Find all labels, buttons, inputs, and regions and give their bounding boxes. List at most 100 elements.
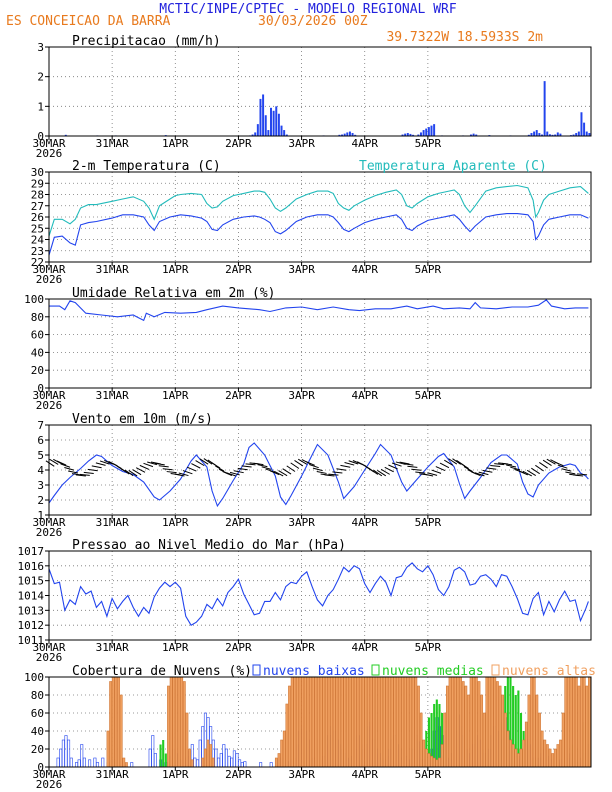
x-tick-label: 2APR [225, 516, 252, 529]
bar-clouds-nuvens-altas [172, 676, 176, 768]
panel-title: Pressao ao Nivel Medio do Mar (hPa) [72, 538, 346, 553]
y-tick-label: 100 [24, 293, 44, 306]
y-tick-label: 1014 [18, 590, 45, 603]
bar-clouds-nuvens-altas [495, 681, 499, 768]
bar-clouds-nuvens-altas [314, 676, 318, 768]
bar-clouds-nuvens-altas [453, 676, 457, 768]
wind-vector [506, 464, 517, 468]
panel-clouds: 0 20 40 60 80 100 30MAR 31MAR 1APR 2APR 3APR 4APR 5A… [24, 664, 592, 791]
bar-clouds-nuvens-altas [543, 739, 547, 768]
bar-clouds-nuvens-baixas [93, 757, 97, 768]
x-year-label: 2026 [36, 399, 63, 412]
bar-clouds-nuvens-baixas [64, 735, 68, 768]
bar-clouds-nuvens-altas [372, 676, 376, 768]
y-tick-label: 23 [31, 245, 44, 258]
wind-vector [474, 472, 485, 477]
x-year-label: 2026 [36, 273, 63, 286]
bar-clouds-nuvens-medias [441, 713, 444, 767]
bar-clouds-nuvens-altas [580, 676, 584, 768]
bar-precip-precipitacao [343, 133, 346, 136]
line-wind-blue [48, 442, 589, 508]
bar-precip-precipitacao [285, 134, 288, 136]
wind-vector [182, 470, 193, 475]
bar-precip-precipitacao [409, 133, 412, 136]
y-tick-label: 22 [31, 256, 44, 269]
bar-clouds-nuvens-altas [459, 676, 462, 768]
x-tick-label: 3APR [288, 263, 315, 276]
x-tick-label: 1APR [162, 641, 189, 654]
bar-clouds-nuvens-altas [301, 676, 305, 768]
wind-vector [199, 458, 209, 465]
wind-vector [478, 471, 489, 476]
wind-vector [294, 460, 304, 467]
wind-vector [139, 464, 150, 470]
wind-vector [316, 471, 327, 474]
bar-clouds-nuvens-baixas [96, 762, 100, 768]
bar-clouds-nuvens-altas [361, 676, 365, 768]
x-tick-label: 30MAR [32, 641, 65, 654]
bar-clouds-nuvens-altas [567, 676, 570, 768]
wind-vector [87, 468, 98, 472]
y-tick-label: 1 [37, 100, 44, 113]
wind-vector [75, 474, 86, 477]
x-tick-label: 1APR [162, 263, 189, 276]
bar-clouds-nuvens-altas [190, 759, 194, 768]
bar-clouds-nuvens-altas [332, 676, 336, 768]
wind-vector [124, 469, 134, 477]
bar-precip-precipitacao [341, 134, 344, 136]
x-tick-label: 4APR [351, 641, 378, 654]
bar-clouds-nuvens-baixas [196, 759, 200, 768]
x-tick-label: 3APR [288, 516, 315, 529]
wind-vector [526, 469, 537, 476]
bar-precip-precipitacao [280, 125, 283, 136]
wind-vector [482, 469, 493, 473]
bar-clouds-nuvens-baixas [227, 755, 231, 768]
wind-vector [340, 464, 351, 468]
bar-clouds-nuvens-baixas [240, 762, 244, 768]
bar-precip-precipitacao [530, 133, 533, 136]
wind-vector [274, 470, 284, 477]
wind-vector [423, 473, 434, 477]
bar-clouds-nuvens-altas [519, 748, 523, 768]
x-tick-label: 2APR [225, 768, 252, 781]
x-tick-label: 3APR [288, 641, 315, 654]
bar-clouds-nuvens-altas [477, 681, 481, 768]
y-tick-label: 0 [37, 382, 44, 395]
bar-clouds-nuvens-altas [419, 712, 423, 768]
x-tick-label: 30MAR [32, 137, 65, 150]
bar-clouds-nuvens-altas [111, 676, 115, 768]
bar-clouds-nuvens-altas [551, 753, 555, 768]
bar-clouds-nuvens-altas [346, 676, 349, 768]
panel-title: Umidade Relativa em 2m (%) [72, 286, 276, 301]
wind-vector [297, 458, 308, 465]
bar-clouds-nuvens-altas [559, 739, 562, 768]
bar-clouds-nuvens-baixas [82, 757, 86, 768]
wind-vector [448, 458, 458, 465]
bar-clouds-nuvens-altas [380, 676, 384, 768]
x-tick-label: 30MAR [32, 768, 65, 781]
bar-clouds-nuvens-altas [114, 676, 118, 768]
wind-vector [132, 469, 142, 476]
bar-clouds-nuvens-baixas [230, 757, 234, 768]
wind-vector [45, 460, 55, 467]
bar-clouds-nuvens-baixas [101, 757, 105, 768]
wind-vector [486, 467, 497, 470]
y-tick-label: 1015 [18, 575, 45, 588]
bar-clouds-nuvens-altas [359, 676, 363, 768]
bar-clouds-nuvens-medias [517, 690, 520, 767]
bar-precip-precipitacao [559, 133, 562, 136]
plot-frame [48, 550, 592, 641]
plot-frame [48, 46, 592, 137]
wind-vector [278, 470, 288, 477]
bar-clouds-nuvens-altas [411, 676, 415, 768]
bar-clouds-nuvens-altas [367, 676, 370, 768]
bar-clouds-nuvens-altas [469, 676, 473, 768]
wind-vector [49, 458, 59, 465]
bar-clouds-nuvens-altas [298, 676, 302, 768]
bar-clouds-nuvens-altas [296, 676, 299, 768]
legend-label: nuvens medias [382, 664, 484, 679]
bar-precip-precipitacao [259, 98, 262, 136]
wind-vector [241, 465, 252, 468]
bar-precip-precipitacao [575, 133, 578, 136]
bar-clouds-nuvens-altas [403, 676, 407, 768]
